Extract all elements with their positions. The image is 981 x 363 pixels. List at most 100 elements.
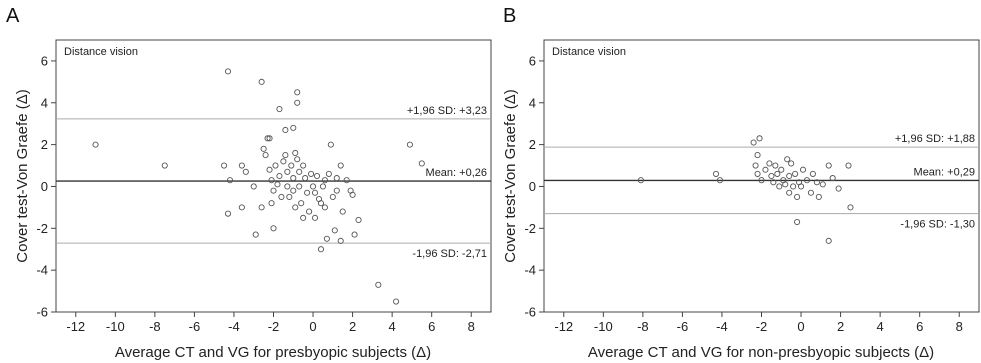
panel-a-data-point <box>351 231 358 238</box>
panel-a-x-tick-label: 6 <box>428 319 435 334</box>
panel-b-data-point <box>825 237 832 244</box>
panel-a-data-point <box>333 175 340 182</box>
panel-a-data-point <box>393 298 400 305</box>
panel-b-data-point <box>786 172 793 180</box>
panel-a-data-point <box>274 181 281 188</box>
panel-a-data-point <box>313 172 321 180</box>
panel-b-data-point <box>794 193 801 200</box>
panel-b-data-point <box>807 189 814 196</box>
panel-a-y-tick-label: 2 <box>41 137 48 152</box>
panel-b-data-point <box>778 166 785 173</box>
panel-b-data-point <box>794 218 801 226</box>
panel-b-data-point <box>813 179 820 186</box>
panel-b-data-point <box>809 170 816 177</box>
panel-a-data-point <box>260 145 267 152</box>
panel-b-data-point <box>774 170 781 177</box>
panel-b-x-tick-label: -10 <box>594 319 613 334</box>
panel-b-data-point <box>750 139 757 146</box>
panel-a-data-point <box>375 281 382 288</box>
panel-a-data-point <box>343 177 350 184</box>
panel-a-x-tick-label: 4 <box>389 319 396 334</box>
panel-b-x-tick-label: 2 <box>837 319 844 334</box>
panel-a-x-tick-label: -4 <box>228 319 240 334</box>
panel-a-data-point <box>242 168 249 175</box>
panel-b-data-point <box>637 177 644 184</box>
panel-a-data-point <box>262 152 269 159</box>
panel-b-data-point <box>825 162 832 169</box>
panel-a-data-point <box>268 177 275 184</box>
panel-b-data-point <box>770 179 777 186</box>
panel-a-data-point <box>238 162 245 169</box>
panel-b-upper-label: +1,96 SD: +1,88 <box>895 133 975 145</box>
panel-a-data-point <box>302 175 309 182</box>
panel-b-data-point <box>756 135 763 142</box>
panel-b-y-tick-label: -2 <box>524 221 536 236</box>
panel-a-data-point <box>290 175 297 182</box>
panel-a-x-axis-title: Average CT and VG for presbyopic subject… <box>115 344 431 361</box>
panel-a-data-point <box>258 78 265 85</box>
panel-a-data-point <box>329 193 336 200</box>
panel-b-points <box>637 135 854 244</box>
panel-a-data-point <box>406 141 413 148</box>
panel-a-data-point <box>238 204 245 211</box>
panel-a-x-tick-label: -10 <box>106 319 125 334</box>
panel-b-data-point <box>766 160 773 167</box>
panel-a-data-point <box>304 189 311 196</box>
panel-b-x-tick-label: -4 <box>716 319 728 334</box>
panel-a-data-point <box>258 204 265 211</box>
panel-a-data-point <box>294 89 301 96</box>
panel-b-x-ticks: -12 -10 -8 -6 -4 -2 0 2 4 6 8 <box>554 312 963 334</box>
panel-b-data-point <box>847 204 854 211</box>
panel-a-data-point <box>252 231 259 238</box>
panel-b-y-tick-label: 4 <box>529 95 536 110</box>
panel-a-data-point <box>309 183 317 190</box>
panel-a-y-tick-label: 0 <box>41 179 48 194</box>
panel-b-y-tick-label: 2 <box>529 137 536 152</box>
panel-b-data-point <box>797 183 805 190</box>
panel-a-data-point <box>226 177 234 184</box>
panel-a: A Distance vision Cover test-Von Graefe … <box>6 5 492 361</box>
panel-a-x-tick-label: 8 <box>468 319 475 334</box>
panel-a-mean-label: Mean: +0,26 <box>426 167 487 179</box>
panel-a-data-point <box>317 200 325 207</box>
panel-a-data-point <box>321 177 328 184</box>
panel-a-data-point <box>270 225 277 232</box>
panel-b-y-ticks: -6 -4 -2 0 2 4 6 <box>524 53 544 320</box>
panel-b-x-axis-title: Average CT and VG for non-presbyopic sub… <box>588 344 934 361</box>
panel-a-data-point <box>224 210 232 217</box>
panel-b-lower-label: -1,96 SD: -1,30 <box>900 219 975 231</box>
panel-a-data-point <box>224 68 232 75</box>
panel-a-data-point <box>327 141 334 148</box>
panel-a-y-tick-label: -2 <box>36 221 48 236</box>
panel-a-data-point <box>264 135 271 142</box>
panel-b-x-tick-label: 4 <box>877 319 884 334</box>
panel-a-data-point <box>300 162 307 169</box>
panel-a-data-point <box>337 162 344 169</box>
panel-b-data-point <box>776 183 783 190</box>
panel-b-y-tick-label: 0 <box>529 179 536 194</box>
panel-a-data-point <box>282 152 289 159</box>
panel-a-x-tick-label: -6 <box>189 319 201 334</box>
panel-b-data-point <box>819 181 826 188</box>
panel-b-data-point <box>799 166 807 173</box>
panel-b-y-tick-label: -4 <box>524 263 536 278</box>
panel-a-data-point <box>418 160 425 167</box>
panel-b-data-point <box>815 193 822 200</box>
panel-b-mean-label: Mean: +0,29 <box>914 166 975 178</box>
panel-b-y-tick-label: -6 <box>524 305 536 320</box>
panel-a-data-point <box>92 141 99 148</box>
panel-a-x-tick-label: 0 <box>309 319 316 334</box>
panel-a-data-point <box>221 162 228 169</box>
panel-a-data-point <box>337 237 344 244</box>
panel-b-data-point <box>829 175 836 182</box>
panel-a-data-point <box>355 216 362 223</box>
panel-a-data-point <box>317 246 325 253</box>
panel-b-data-point <box>792 170 799 177</box>
panel-a-data-point <box>325 170 332 177</box>
panel-a-data-point <box>280 158 287 165</box>
panel-a-data-point <box>298 200 305 207</box>
panel-b-data-point <box>712 170 720 177</box>
panel-b-data-point <box>754 152 761 159</box>
panel-b-letter: B <box>503 5 516 27</box>
panel-b-x-tick-label: 6 <box>916 319 923 334</box>
